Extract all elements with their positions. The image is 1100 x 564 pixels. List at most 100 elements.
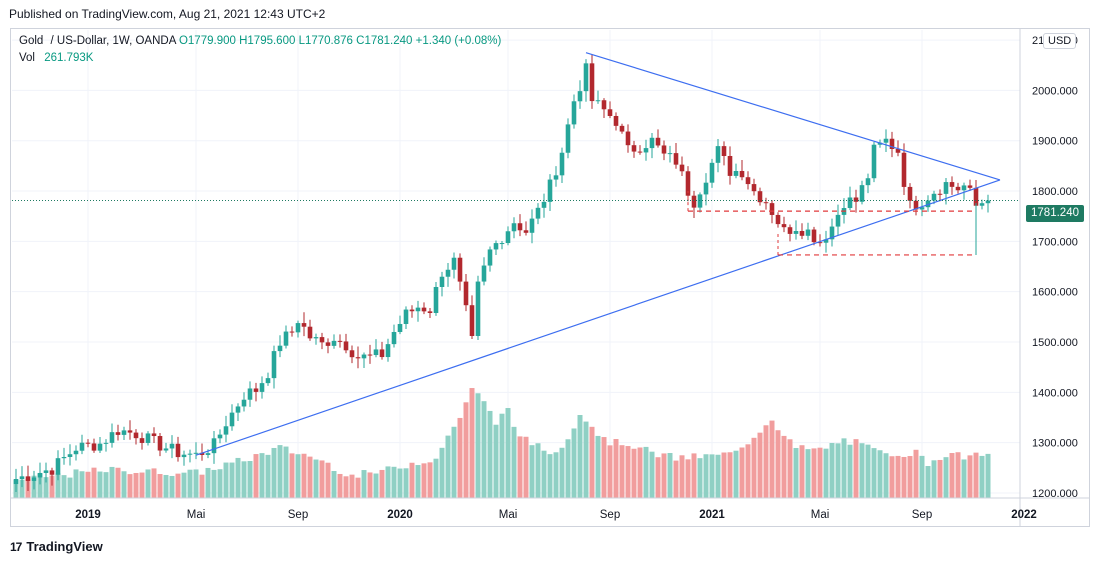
price-chart[interactable]: 2100.0002000.0001900.0001800.0001700.000… [10,28,1090,528]
candle-body [499,243,505,245]
candle-body [325,342,331,346]
candle-body [601,100,607,110]
volume-bar [379,469,385,498]
volume-bar [37,473,43,498]
candle-body [721,146,727,157]
volume-bar [835,443,841,498]
tradingview-logo[interactable]: 17 TradingView [10,539,103,554]
candle-body [589,63,595,102]
candle-body [241,399,247,407]
price-axis: 2100.0002000.0001900.0001800.0001700.000… [1019,28,1078,527]
candle-body [73,450,79,455]
x-tick-label: 2020 [387,509,413,521]
volume-bar [313,459,319,498]
candle-body [811,229,817,243]
candle-body [469,305,475,336]
volume-bar [967,455,973,498]
candle-body [127,430,133,433]
candle-body [13,479,19,485]
volume-bar [667,453,673,498]
volume-bar [175,473,181,498]
volume-bar [823,448,829,498]
volume-bar [625,446,631,498]
volume-bar [925,466,931,498]
y-tick-label: 1900.000 [1032,136,1078,148]
currency-badge[interactable]: USD [1043,33,1077,49]
volume-bar [565,439,571,498]
candle-body [61,456,67,459]
candle-body [409,309,415,312]
volume-legend: Vol 261.793K [19,52,93,64]
volume-bar [847,444,853,498]
candle-body [565,124,571,153]
volume-bar [949,453,955,498]
volume-bar [637,447,643,498]
trendline-upper-resistance [585,52,1001,181]
candle-body [67,454,73,457]
candle-body [715,146,721,163]
candle-body [229,412,235,427]
candle-body [277,345,283,352]
x-tick-label: Sep [912,509,932,521]
candle-body [55,458,61,475]
candle-body [253,388,259,392]
candle-body [25,476,31,481]
candle-body [859,185,865,202]
candle-body [829,226,835,240]
candle-body [835,214,841,227]
volume-bar [451,426,457,498]
volume-bar [499,413,505,498]
volume-bar [799,445,805,498]
volume-bar [583,421,589,498]
volume-bar [307,456,313,498]
chart-frame [10,28,1090,527]
candle-body [319,337,325,343]
volume-bar [253,454,259,498]
candle-body [739,170,745,178]
candle-body [121,430,127,435]
volume-bar [247,461,253,498]
candle-body [985,200,991,204]
volume-bar [331,470,337,498]
volume-bar [457,417,463,498]
volume-bar [607,445,613,498]
volume-bar [193,469,199,498]
candle-body [619,125,625,132]
candle-body [889,138,895,150]
candle-body [355,357,361,359]
volume-bar [931,460,937,498]
y-tick-label: 1600.000 [1032,287,1078,299]
volume-bar [487,410,493,498]
candle-body [637,151,643,153]
volume-bars [13,388,991,498]
candle-body [673,153,679,165]
candle-body [763,202,769,204]
volume-bar [877,450,883,498]
candle-body [235,406,241,413]
volume-bar [757,432,763,498]
candle-body [817,242,823,244]
candle-body [583,63,589,92]
volume-bar [127,474,133,498]
candle-body [427,311,433,314]
volume-bar [883,453,889,498]
volume-bar [301,453,307,498]
volume-bar [919,455,925,498]
candle-body [775,214,781,225]
x-tick-label: 2019 [75,509,101,521]
volume-bar [655,457,661,498]
candle-body [475,281,481,336]
candle-body [559,152,565,176]
volume-bar [661,453,667,498]
candle-body [343,341,349,351]
volume-label[interactable]: Vol [19,52,35,64]
volume-bar [871,448,877,498]
candle-body [955,186,961,191]
volume-bar [271,447,277,498]
symbol-name[interactable]: Gold [19,35,44,47]
candle-body [289,331,295,333]
volume-bar [853,439,859,498]
volume-bar [475,393,481,498]
volume-bar [163,474,169,498]
last-price-tag: 1781.240 [1026,205,1084,222]
